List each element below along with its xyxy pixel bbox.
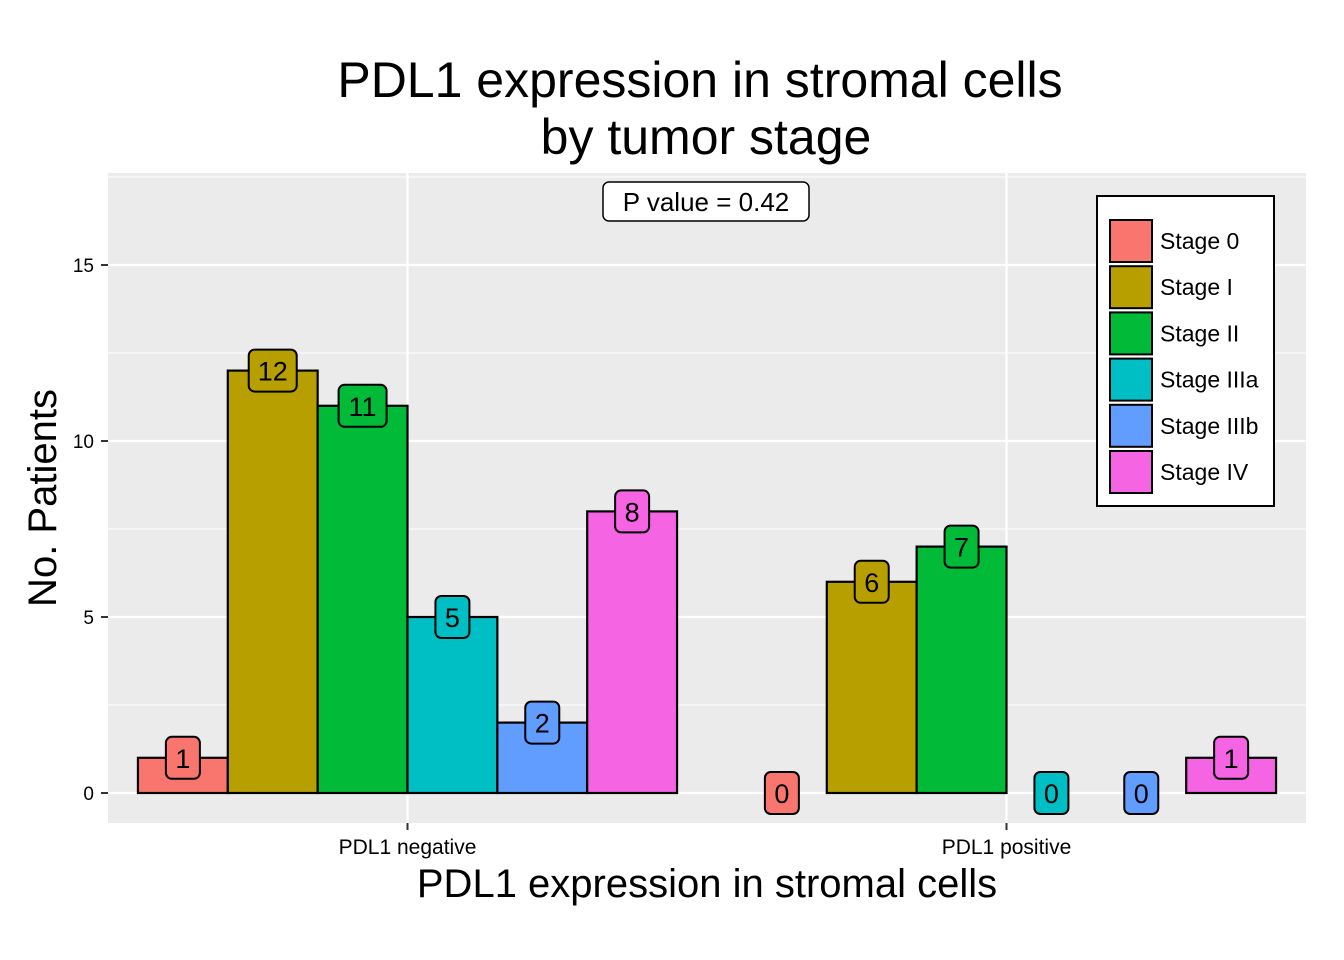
bar-value-label: 0 [774,779,789,809]
chart-title-line-1: PDL1 expression in stromal cells [337,52,1062,108]
bar [586,510,679,795]
legend-key [1109,357,1153,402]
bar-label-box [1123,771,1160,815]
bar-value-label: 7 [954,533,969,563]
bar [406,615,499,795]
bar-label-box [164,735,201,780]
bar-label-box [943,524,980,569]
bar-value-label: 1 [1224,744,1239,774]
legend-key [1109,450,1153,494]
bar [316,404,409,795]
bar-value-label: 0 [1044,779,1059,809]
legend: Stage 0 Stage I Stage II Stage IIIa Stage II… [1096,195,1275,507]
y-tick-label: 5 [83,608,94,629]
p-value-text: P value = 0.42 [623,187,790,217]
bar [226,369,319,795]
legend-key [1109,219,1153,263]
bar-label-box [1033,771,1070,815]
legend-key [1109,311,1153,356]
y-tick-label: 10 [73,432,94,453]
x-tick-label: PDL1 negative [339,836,477,859]
chart-title-line-2: by tumor stage [541,109,872,165]
legend-label: Stage I [1160,274,1233,300]
x-tick-label: PDL1 positive [942,836,1072,859]
p-value-annotation: P value = 0.42 [602,181,810,222]
y-tick-label: 15 [73,256,94,277]
bar-label-box [763,771,800,815]
bar-value-label: 5 [445,603,460,633]
legend-label: Stage IIIa [1160,367,1259,393]
y-axis-label: No. Patients [21,389,65,607]
legend-label: Stage II [1160,320,1239,346]
bar-value-label: 0 [1134,779,1149,809]
legend-label: Stage 0 [1160,228,1239,254]
bar-label-box [853,559,890,604]
bar-label-box [247,348,298,393]
bar-value-label: 12 [258,357,288,387]
bar-value-label: 11 [349,392,377,422]
bar-value-label: 6 [864,568,879,598]
bar [915,545,1008,795]
bar-value-label: 1 [175,744,190,774]
bar-value-label: 2 [535,709,550,739]
y-tick-label: 0 [83,784,94,805]
x-axis-label: PDL1 expression in stromal cells [417,862,997,906]
bar-label-box [337,383,388,428]
legend-key [1109,265,1153,310]
bar-label-box [524,700,561,745]
bar [825,580,918,795]
bar-label-box [614,489,651,534]
bars [136,369,1278,795]
bar-value-label: 8 [625,497,640,527]
bar-label-box [1213,735,1250,780]
bar-labels: 1 12 11 5 2 8 0 6 7 0 0 1 [164,348,1250,815]
legend-label: Stage IIIb [1160,413,1258,439]
legend-key [1109,403,1153,448]
legend-label: Stage IV [1160,459,1249,485]
bar-label-box [434,595,471,639]
